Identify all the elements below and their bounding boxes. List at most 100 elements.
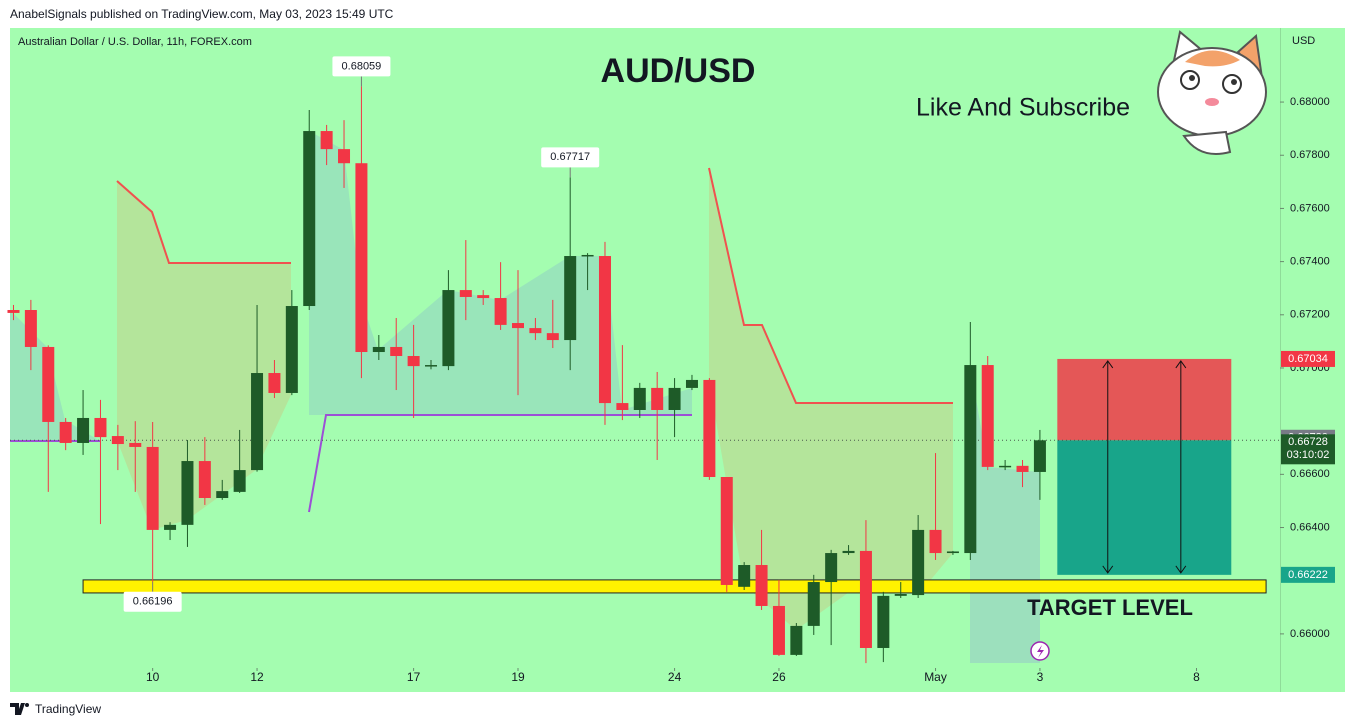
candle-body <box>790 625 803 655</box>
candle-body <box>355 163 368 353</box>
x-tick-label: May <box>924 670 947 684</box>
y-tick-label: 0.67200 <box>1290 309 1330 321</box>
candle-body <box>946 551 959 554</box>
candle-body <box>564 256 577 341</box>
candle-body <box>77 417 90 443</box>
callout-box <box>332 56 391 77</box>
callout-box <box>123 591 182 612</box>
candle-body <box>981 365 994 467</box>
y-tick-label: 0.67400 <box>1290 256 1330 268</box>
candle-body <box>668 387 681 410</box>
candle-body <box>42 346 55 422</box>
candle-body <box>581 254 594 257</box>
candle-body <box>198 461 211 499</box>
candle-body <box>111 436 124 445</box>
candle-body <box>894 594 907 596</box>
candle-body <box>129 442 142 447</box>
candle-body <box>59 421 72 443</box>
trend-line <box>708 167 953 404</box>
support-zone <box>82 579 1267 594</box>
candle-body <box>285 306 298 393</box>
candle-body <box>338 149 351 164</box>
shade <box>10 310 100 441</box>
publish-info: AnabelSignals published on TradingView.c… <box>10 7 394 21</box>
annotation: TARGET LEVEL <box>1027 595 1193 620</box>
brand: TradingView <box>35 702 102 716</box>
callout-label: 0.67717 <box>550 151 590 163</box>
chart-title: AUD/USD <box>601 52 756 90</box>
candle-body <box>164 524 177 530</box>
candle-body <box>425 365 438 367</box>
shade <box>970 365 1040 663</box>
currency: USD <box>1292 35 1315 47</box>
candle-body <box>494 298 507 325</box>
shade <box>309 131 692 415</box>
background <box>10 28 1345 692</box>
candle-body <box>633 387 646 410</box>
target-zone <box>1057 440 1232 575</box>
sticker <box>1157 30 1267 155</box>
arrow-head <box>1102 360 1114 369</box>
y-tick-label: 0.67600 <box>1290 202 1330 214</box>
callout-box <box>541 147 600 168</box>
price-tag-label: 0.67034 <box>1288 353 1328 365</box>
stop-zone <box>1057 358 1232 441</box>
candle-body <box>233 470 246 492</box>
logo <box>10 703 29 715</box>
icon <box>1037 645 1044 658</box>
candle-body <box>807 582 820 626</box>
candle-body <box>598 256 611 404</box>
y-tick-label: 0.66000 <box>1290 628 1330 640</box>
price-tag <box>1281 434 1335 465</box>
price-tag-label: 0.66730 <box>1288 432 1328 444</box>
y-tick-label: 0.68000 <box>1290 96 1330 108</box>
footer: TradingView <box>10 702 101 716</box>
x-tick-label: 8 <box>1193 670 1200 684</box>
candle-body <box>755 565 768 606</box>
y-tick-label: 0.67000 <box>1290 362 1330 374</box>
callout-label: 0.66196 <box>133 596 173 608</box>
candle-body <box>772 605 785 655</box>
candle-body <box>529 328 542 334</box>
shade <box>117 181 291 530</box>
x-tick-label: 24 <box>668 670 682 684</box>
candle-body <box>964 365 977 554</box>
candle-body <box>912 529 925 596</box>
price-tag-label: 0.66222 <box>1288 569 1328 581</box>
candle-body <box>268 373 281 393</box>
candle-body <box>303 131 316 307</box>
price-tag <box>1281 350 1335 367</box>
arrow-head <box>1175 565 1187 574</box>
candle-body <box>685 379 698 388</box>
icon <box>1030 641 1050 661</box>
arrow-head <box>1175 360 1187 369</box>
trend-line <box>308 414 692 513</box>
y-tick-label: 0.67800 <box>1290 149 1330 161</box>
candle-body <box>320 131 333 150</box>
candle-body <box>859 550 872 648</box>
candle-body <box>546 333 559 341</box>
x-tick-label: 12 <box>250 670 264 684</box>
candle-body <box>1016 465 1029 472</box>
candle-body <box>1033 440 1046 472</box>
candle-body <box>616 403 629 410</box>
candle-body <box>720 476 733 585</box>
price-tag <box>1281 566 1335 583</box>
candle-body <box>929 529 942 554</box>
candle-body <box>372 346 385 353</box>
candle-body <box>407 356 420 367</box>
candle-body <box>999 465 1012 468</box>
candle-body <box>146 446 159 530</box>
trend-line <box>116 180 291 264</box>
arrow-head <box>1102 565 1114 574</box>
candle-body <box>703 379 716 477</box>
x-tick-label: 19 <box>511 670 525 684</box>
x-tick-label: 10 <box>146 670 160 684</box>
candle-body <box>459 290 472 297</box>
candle-body <box>512 323 524 329</box>
candle-body <box>877 595 890 648</box>
y-tick-label: 0.66600 <box>1290 468 1330 480</box>
price-tag-label: 0.66728 <box>1288 436 1328 448</box>
y-tick-label: 0.66400 <box>1290 521 1330 533</box>
x-tick-label: 17 <box>407 670 421 684</box>
